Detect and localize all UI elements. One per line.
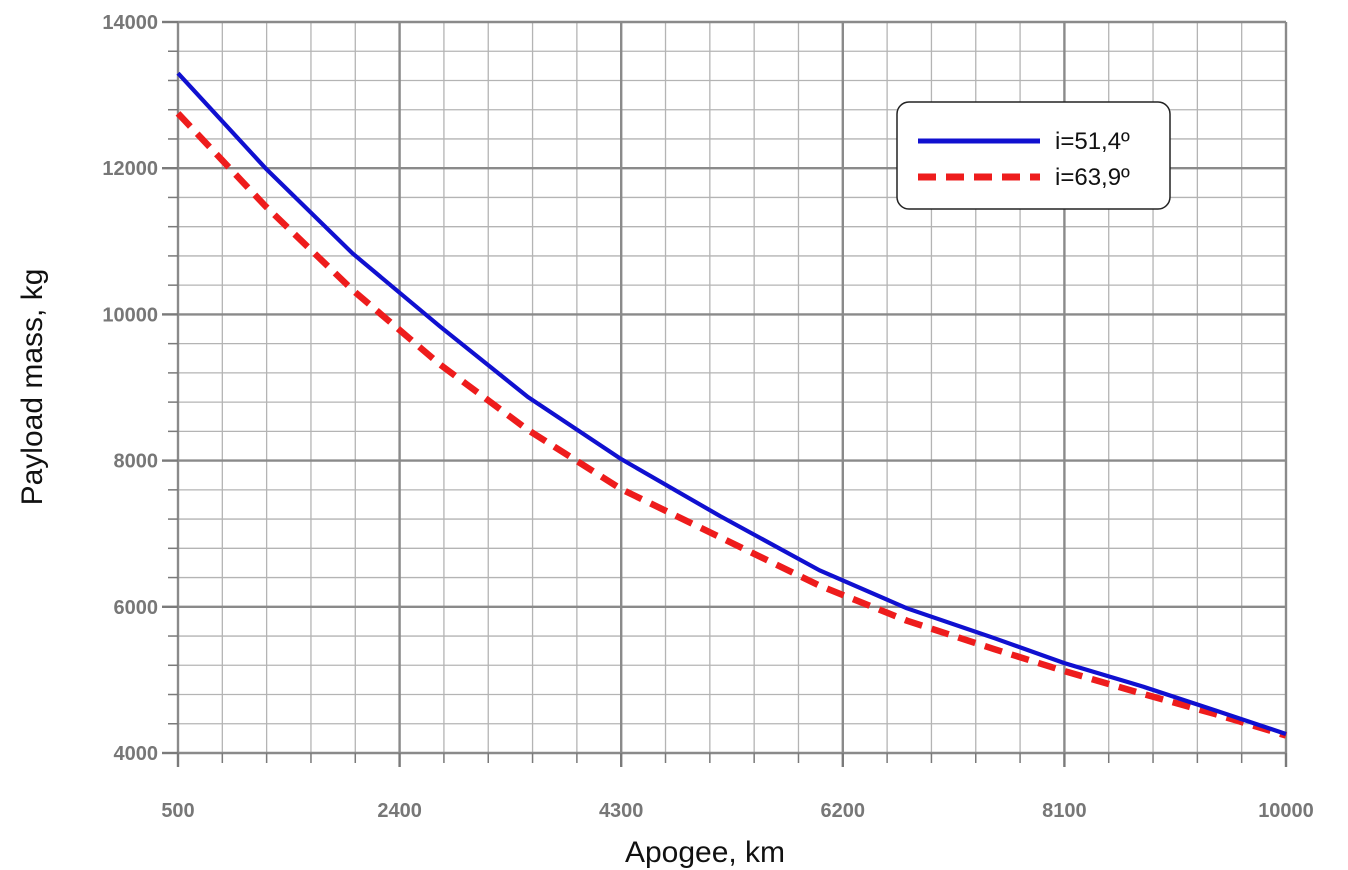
y-tick-label: 4000	[114, 743, 159, 765]
x-tick-label: 6200	[821, 800, 866, 822]
y-tick-label: 10000	[102, 304, 158, 326]
y-tick-label: 6000	[114, 597, 159, 619]
legend-label-i-63-9: i=63,9º	[1055, 164, 1130, 191]
x-tick-label: 500	[161, 800, 194, 822]
x-axis-title: Apogee, km	[625, 836, 785, 869]
x-tick-label: 4300	[599, 800, 644, 822]
y-axis-title: Payload mass, kg	[16, 269, 49, 506]
y-tick-label: 12000	[102, 158, 158, 180]
legend-label-i-51-4: i=51,4º	[1055, 128, 1130, 155]
series-line-i-63-9	[175, 111, 1287, 739]
legend: i=51,4º i=63,9º	[896, 101, 1171, 210]
x-tick-label: 10000	[1258, 800, 1314, 822]
x-tick-label: 8100	[1042, 800, 1087, 822]
x-tick-labels: 500 2400 4300 6200 8100 10000	[161, 800, 1314, 822]
y-tick-labels: 4000 6000 8000 10000 12000 14000	[102, 12, 158, 765]
tick-marks	[162, 20, 1288, 767]
x-tick-label: 2400	[377, 800, 422, 822]
series-lines	[175, 71, 1287, 739]
legend-box	[896, 101, 1171, 210]
y-tick-label: 14000	[102, 12, 158, 34]
y-tick-label: 8000	[114, 451, 159, 473]
series-line-i-51-4	[176, 71, 1287, 736]
